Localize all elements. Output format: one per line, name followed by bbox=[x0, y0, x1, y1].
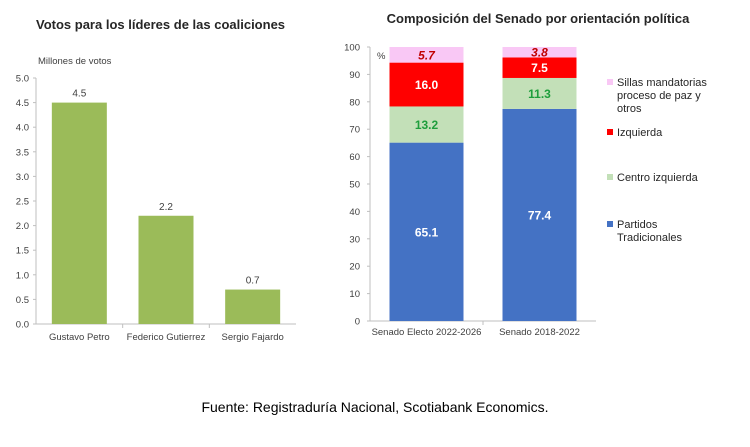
votes-chart-title: Votos para los líderes de las coalicione… bbox=[36, 17, 285, 32]
votes-y-tick-label: 1.0 bbox=[16, 270, 29, 281]
votes-y-tick-label: 1.5 bbox=[16, 246, 29, 257]
senate-segment-label: 16.0 bbox=[415, 78, 439, 92]
figure-canvas: Votos para los líderes de las coalicione… bbox=[16, 11, 708, 343]
senate-legend-swatch bbox=[607, 221, 613, 227]
votes-y-tick-label: 2.0 bbox=[16, 221, 29, 232]
votes-y-tick-label: 2.5 bbox=[16, 197, 29, 208]
senate-y-tick-label: 90 bbox=[349, 70, 360, 81]
votes-y-tick-label: 4.0 bbox=[16, 123, 29, 134]
votes-chart: Votos para los líderes de las coalicione… bbox=[16, 17, 296, 343]
senate-y-tick-label: 40 bbox=[349, 207, 360, 218]
senate-chart: Composición del Senado por orientación p… bbox=[344, 11, 707, 338]
votes-y-tick-label: 3.0 bbox=[16, 172, 29, 183]
source-note: Fuente: Registraduría Nacional, Scotiaba… bbox=[201, 399, 549, 415]
senate-chart-ylabel: % bbox=[377, 51, 386, 62]
senate-segment-label: 77.4 bbox=[528, 208, 552, 222]
votes-y-tick-label: 4.5 bbox=[16, 98, 29, 109]
votes-category-label: Gustavo Petro bbox=[49, 332, 110, 343]
senate-legend-label: Centro izquierda bbox=[617, 172, 699, 184]
votes-bar-value-label: 4.5 bbox=[72, 89, 86, 100]
votes-bar bbox=[51, 102, 107, 324]
senate-y-tick-label: 60 bbox=[349, 152, 360, 163]
votes-bar-value-label: 0.7 bbox=[246, 276, 260, 287]
senate-legend-label: Izquierda bbox=[617, 127, 663, 139]
votes-y-tick-label: 3.5 bbox=[16, 147, 29, 158]
senate-bar-segment bbox=[502, 57, 577, 78]
senate-legend-label: Sillas mandatorias proceso de paz y otros bbox=[617, 77, 707, 115]
votes-bar bbox=[138, 215, 194, 324]
senate-bar-segment bbox=[389, 142, 464, 321]
senate-segment-label: 5.7 bbox=[418, 48, 436, 62]
senate-y-tick-label: 30 bbox=[349, 234, 360, 245]
senate-segment-label: 13.2 bbox=[415, 118, 439, 132]
senate-bar-segment bbox=[389, 47, 464, 63]
senate-y-tick-label: 50 bbox=[349, 180, 360, 191]
senate-y-tick-label: 100 bbox=[344, 43, 360, 54]
senate-y-tick-label: 10 bbox=[349, 289, 360, 300]
votes-y-tick-label: 5.0 bbox=[16, 74, 29, 85]
senate-y-tick-label: 0 bbox=[355, 317, 360, 328]
votes-bar bbox=[225, 289, 281, 324]
senate-legend-swatch bbox=[607, 129, 613, 135]
senate-bar-segment bbox=[502, 47, 577, 58]
votes-chart-ylabel: Millones de votos bbox=[38, 56, 112, 67]
votes-category-label: Federico Gutierrez bbox=[127, 332, 206, 343]
senate-legend-swatch bbox=[607, 174, 613, 180]
senate-y-tick-label: 20 bbox=[349, 262, 360, 273]
senate-legend-swatch bbox=[607, 79, 613, 85]
senate-category-label: Senado 2018-2022 bbox=[499, 327, 580, 338]
votes-category-label: Sergio Fajardo bbox=[222, 332, 284, 343]
senate-y-tick-label: 80 bbox=[349, 97, 360, 108]
senate-bar-segment bbox=[389, 106, 464, 143]
senate-segment-label: 3.8 bbox=[531, 46, 548, 60]
senate-bar-segment bbox=[389, 62, 464, 107]
senate-segment-label: 7.5 bbox=[531, 61, 548, 75]
votes-y-tick-label: 0.0 bbox=[16, 320, 29, 331]
senate-bar-segment bbox=[502, 108, 577, 321]
senate-legend-label: Partidos Tradicionales bbox=[617, 219, 683, 244]
votes-y-tick-label: 0.5 bbox=[16, 295, 29, 306]
senate-bar-segment bbox=[502, 77, 577, 109]
senate-segment-label: 65.1 bbox=[415, 225, 439, 239]
senate-y-tick-label: 70 bbox=[349, 125, 360, 136]
votes-bar-value-label: 2.2 bbox=[159, 202, 173, 213]
senate-segment-label: 11.3 bbox=[528, 87, 551, 101]
senate-category-label: Senado Electo 2022-2026 bbox=[372, 327, 482, 338]
senate-chart-title: Composición del Senado por orientación p… bbox=[387, 11, 690, 26]
